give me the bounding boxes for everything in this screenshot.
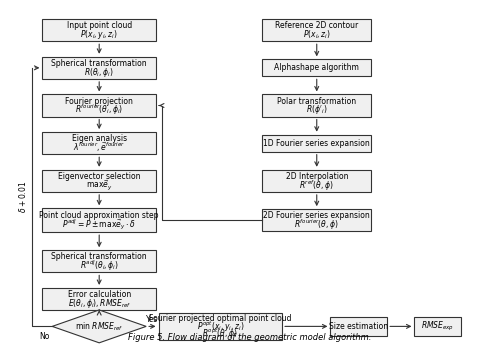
Text: min $RMSE_{ref}$: min $RMSE_{ref}$ [75, 320, 124, 333]
FancyBboxPatch shape [42, 250, 156, 272]
Text: $\max \vec{e}_y$: $\max \vec{e}_y$ [86, 179, 113, 192]
Text: $P^{opt}(x_i, y_i, z_i)$: $P^{opt}(x_i, y_i, z_i)$ [196, 319, 244, 334]
Text: Yes: Yes [146, 315, 158, 324]
Text: 1D Fourier series expansion: 1D Fourier series expansion [264, 139, 370, 148]
Text: $R(\phi'_i)$: $R(\phi'_i)$ [306, 103, 328, 117]
FancyBboxPatch shape [42, 57, 156, 79]
FancyBboxPatch shape [414, 317, 462, 336]
Text: $R^{fourier}(\theta_i, \phi_i)$: $R^{fourier}(\theta_i, \phi_i)$ [75, 103, 124, 117]
Polygon shape [52, 310, 146, 343]
Text: $E(\theta_i, \phi_i), RMSE_{ref}$: $E(\theta_i, \phi_i), RMSE_{ref}$ [68, 297, 131, 310]
FancyBboxPatch shape [262, 19, 371, 41]
Text: $P(x_i, y_i, z_i)$: $P(x_i, y_i, z_i)$ [80, 28, 118, 41]
Text: Input point cloud: Input point cloud [66, 21, 132, 30]
Text: Size estimation: Size estimation [329, 322, 388, 331]
FancyBboxPatch shape [262, 94, 371, 117]
Text: Fourier projected optimal point cloud: Fourier projected optimal point cloud [149, 314, 292, 323]
Text: Eigen analysis: Eigen analysis [72, 134, 127, 143]
FancyBboxPatch shape [330, 317, 387, 336]
Text: Alphashape algorithm: Alphashape algorithm [274, 63, 359, 72]
FancyBboxPatch shape [262, 170, 371, 192]
FancyBboxPatch shape [42, 94, 156, 117]
Text: Eigenvector selection: Eigenvector selection [58, 172, 140, 181]
Text: $R(\theta_i, \phi_i)$: $R(\theta_i, \phi_i)$ [84, 66, 114, 79]
FancyBboxPatch shape [42, 288, 156, 310]
Text: 2D Interpolation: 2D Interpolation [286, 172, 348, 181]
Text: 2D Fourier series expansion: 2D Fourier series expansion [264, 211, 370, 220]
Text: $R^{opt}(\theta, \phi)$: $R^{opt}(\theta, \phi)$ [202, 327, 238, 341]
Text: $R^{adj}(\theta_i, \phi_i)$: $R^{adj}(\theta_i, \phi_i)$ [80, 259, 118, 273]
FancyBboxPatch shape [42, 208, 156, 232]
Text: Figure 5. Flow diagram of the geometric model algorithm.: Figure 5. Flow diagram of the geometric … [128, 333, 372, 342]
Text: $RMSE_{exp}$: $RMSE_{exp}$ [422, 320, 454, 333]
Text: No: No [40, 332, 50, 341]
Text: $P^{adj} = P \pm \max \vec{e}_y \cdot \delta$: $P^{adj} = P \pm \max \vec{e}_y \cdot \d… [62, 218, 136, 232]
Text: $P(x_i, z_i)$: $P(x_i, z_i)$ [303, 29, 330, 41]
Text: $\lambda^{fourier}, \vec{e}^{fourier}$: $\lambda^{fourier}, \vec{e}^{fourier}$ [73, 141, 126, 154]
Text: Error calculation: Error calculation [68, 290, 131, 299]
Text: Polar transformation: Polar transformation [277, 96, 356, 105]
Text: Reference 2D contour: Reference 2D contour [275, 21, 358, 30]
Text: Point cloud approximation step: Point cloud approximation step [40, 211, 159, 220]
FancyBboxPatch shape [158, 313, 282, 340]
FancyBboxPatch shape [262, 59, 371, 77]
FancyBboxPatch shape [42, 19, 156, 41]
Text: $R^{fourier}(\theta, \phi)$: $R^{fourier}(\theta, \phi)$ [294, 218, 339, 232]
Text: Fourier projection: Fourier projection [66, 96, 133, 105]
FancyBboxPatch shape [262, 209, 371, 231]
Text: Spherical transformation: Spherical transformation [52, 59, 147, 68]
Text: $\delta+0.01$: $\delta+0.01$ [18, 181, 28, 213]
Text: Spherical transformation: Spherical transformation [52, 252, 147, 261]
FancyBboxPatch shape [42, 132, 156, 154]
Text: $R^{ref}(\theta, \phi)$: $R^{ref}(\theta, \phi)$ [300, 178, 334, 192]
FancyBboxPatch shape [262, 135, 371, 152]
FancyBboxPatch shape [42, 170, 156, 192]
